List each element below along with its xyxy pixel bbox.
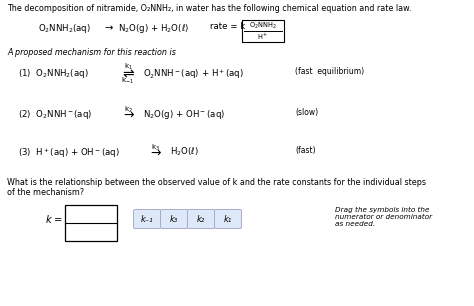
Text: $\rightarrow$: $\rightarrow$ [103,22,115,32]
Text: k₃: k₃ [170,215,178,223]
Text: A proposed mechanism for this reaction is: A proposed mechanism for this reaction i… [7,48,176,57]
Text: H$^+$: H$^+$ [257,32,269,42]
Text: k₁: k₁ [224,215,232,223]
Text: k$_3$: k$_3$ [151,143,159,153]
Text: k$_1$: k$_1$ [124,62,132,72]
FancyBboxPatch shape [188,210,215,229]
Text: (1)  O$_2$NNH$_2$(aq): (1) O$_2$NNH$_2$(aq) [18,67,89,80]
Text: (2)  O$_2$NNH$^-$(aq): (2) O$_2$NNH$^-$(aq) [18,108,92,121]
Text: O$_2$NNH$^-$(aq) + H$^+$(aq): O$_2$NNH$^-$(aq) + H$^+$(aq) [143,67,244,81]
Bar [65,205,117,241]
Text: (fast): (fast) [295,146,316,155]
Text: k₋₁: k₋₁ [141,215,153,223]
FancyBboxPatch shape [161,210,188,229]
Text: $k$ =: $k$ = [45,213,64,225]
Text: (fast  equilibrium): (fast equilibrium) [295,67,364,76]
Text: k$_{-1}$: k$_{-1}$ [121,76,135,86]
Text: rate = k: rate = k [210,22,245,31]
Text: (3)  H$^+$(aq) + OH$^-$(aq): (3) H$^+$(aq) + OH$^-$(aq) [18,146,120,160]
FancyBboxPatch shape [215,210,241,229]
Text: (slow): (slow) [295,108,318,117]
Text: $\rightarrow$: $\rightarrow$ [148,146,162,159]
Text: $\rightleftharpoons$: $\rightleftharpoons$ [120,67,136,81]
Text: $\rightarrow$: $\rightarrow$ [121,108,135,121]
Text: N$_2$O(g) + OH$^-$(aq): N$_2$O(g) + OH$^-$(aq) [143,108,225,121]
Text: N$_2$O(g) + H$_2$O($\ell$): N$_2$O(g) + H$_2$O($\ell$) [118,22,189,35]
Text: O$_2$NNH$_2$: O$_2$NNH$_2$ [249,21,277,31]
FancyBboxPatch shape [134,210,161,229]
Text: The decomposition of nitramide, O₂NNH₂, in water has the following chemical equa: The decomposition of nitramide, O₂NNH₂, … [7,4,411,13]
Text: O$_2$NNH$_2$(aq): O$_2$NNH$_2$(aq) [38,22,91,35]
Text: k$_2$: k$_2$ [124,105,132,115]
Text: H$_2$O($\ell$): H$_2$O($\ell$) [170,146,199,159]
Text: k₂: k₂ [197,215,205,223]
Text: Drag the symbols into the
numerator or denominator
as needed.: Drag the symbols into the numerator or d… [335,207,432,227]
Text: What is the relationship between the observed value of k and the rate constants : What is the relationship between the obs… [7,178,426,197]
Bar [242,20,284,42]
